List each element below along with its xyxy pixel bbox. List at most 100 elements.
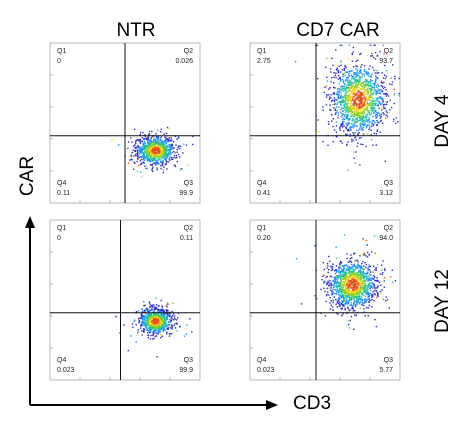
quadrant-value-q1: 0.20 bbox=[257, 235, 271, 242]
event-point bbox=[368, 298, 370, 300]
event-point bbox=[341, 115, 343, 117]
event-point bbox=[145, 146, 148, 149]
event-point bbox=[367, 271, 369, 273]
event-point bbox=[141, 175, 143, 178]
event-point bbox=[145, 323, 147, 325]
event-point bbox=[376, 291, 378, 294]
event-point bbox=[385, 110, 387, 112]
event-point bbox=[398, 93, 400, 95]
event-point bbox=[132, 145, 135, 147]
event-point bbox=[152, 304, 154, 306]
event-point bbox=[177, 137, 179, 139]
event-point bbox=[147, 136, 149, 138]
event-point bbox=[343, 267, 346, 270]
event-point bbox=[371, 87, 373, 89]
event-point bbox=[157, 136, 159, 138]
event-point bbox=[361, 88, 363, 90]
event-point bbox=[159, 149, 162, 151]
event-point bbox=[153, 321, 156, 323]
event-point bbox=[353, 295, 355, 298]
event-point bbox=[357, 284, 360, 286]
event-point bbox=[162, 325, 164, 327]
event-point bbox=[364, 119, 366, 122]
event-point bbox=[349, 96, 351, 98]
event-point bbox=[356, 84, 359, 87]
event-point bbox=[357, 293, 359, 295]
event-point bbox=[354, 296, 356, 298]
event-point bbox=[368, 295, 370, 297]
event-point bbox=[373, 83, 375, 85]
event-point bbox=[166, 161, 168, 163]
event-point bbox=[162, 155, 165, 158]
event-point bbox=[344, 96, 346, 99]
event-point bbox=[360, 112, 362, 114]
event-point bbox=[383, 64, 386, 67]
event-point bbox=[382, 104, 385, 106]
event-point bbox=[355, 268, 357, 270]
event-point bbox=[162, 143, 164, 145]
event-point bbox=[161, 313, 163, 315]
event-point bbox=[147, 310, 149, 313]
event-point bbox=[346, 144, 348, 146]
event-point bbox=[352, 290, 354, 292]
event-point bbox=[322, 106, 324, 108]
event-point bbox=[326, 275, 328, 278]
event-point bbox=[384, 93, 386, 95]
event-point bbox=[323, 280, 325, 283]
event-point bbox=[376, 92, 378, 94]
event-point bbox=[152, 152, 155, 154]
event-point bbox=[365, 114, 368, 116]
event-point bbox=[164, 319, 167, 321]
event-point bbox=[153, 316, 156, 318]
event-point bbox=[170, 148, 172, 151]
event-point bbox=[134, 149, 137, 152]
event-point bbox=[342, 265, 344, 267]
event-point bbox=[358, 98, 360, 100]
event-point bbox=[353, 91, 355, 93]
event-point bbox=[393, 102, 395, 105]
event-point bbox=[366, 105, 369, 108]
event-point bbox=[336, 99, 338, 102]
event-point bbox=[348, 280, 350, 283]
event-point bbox=[345, 106, 347, 109]
event-point bbox=[340, 260, 342, 263]
event-point bbox=[168, 335, 171, 337]
event-point bbox=[364, 123, 366, 125]
event-point bbox=[349, 283, 351, 285]
event-point bbox=[174, 164, 176, 166]
event-point bbox=[353, 134, 355, 136]
event-point bbox=[164, 317, 166, 320]
event-point bbox=[333, 296, 335, 298]
event-point bbox=[147, 317, 149, 319]
event-point bbox=[362, 289, 364, 291]
event-point bbox=[166, 156, 169, 158]
event-point bbox=[360, 137, 362, 139]
event-point bbox=[168, 311, 170, 313]
event-point bbox=[173, 151, 175, 153]
event-point bbox=[156, 153, 158, 156]
event-point bbox=[362, 103, 364, 106]
event-point bbox=[349, 119, 351, 121]
event-point bbox=[141, 137, 143, 139]
event-point bbox=[332, 82, 335, 84]
event-point bbox=[355, 92, 357, 95]
event-point bbox=[294, 60, 297, 63]
event-point bbox=[366, 289, 368, 292]
event-point bbox=[374, 287, 376, 289]
event-point bbox=[156, 146, 159, 148]
event-point bbox=[158, 152, 161, 154]
event-point bbox=[359, 71, 361, 74]
event-point bbox=[349, 282, 351, 284]
event-point bbox=[332, 125, 334, 128]
event-point bbox=[151, 159, 153, 161]
event-point bbox=[178, 145, 180, 147]
event-point bbox=[162, 330, 165, 332]
event-point bbox=[331, 267, 333, 269]
event-point bbox=[170, 153, 172, 155]
event-point bbox=[161, 140, 164, 143]
event-point bbox=[353, 151, 355, 153]
event-point bbox=[359, 103, 361, 105]
event-point bbox=[370, 293, 372, 295]
event-point bbox=[141, 152, 143, 155]
event-point bbox=[337, 300, 340, 302]
